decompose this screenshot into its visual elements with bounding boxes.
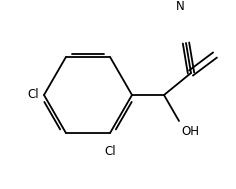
Text: N: N	[176, 0, 184, 13]
Text: Cl: Cl	[104, 145, 116, 158]
Text: Cl: Cl	[27, 88, 39, 101]
Text: OH: OH	[181, 125, 199, 138]
